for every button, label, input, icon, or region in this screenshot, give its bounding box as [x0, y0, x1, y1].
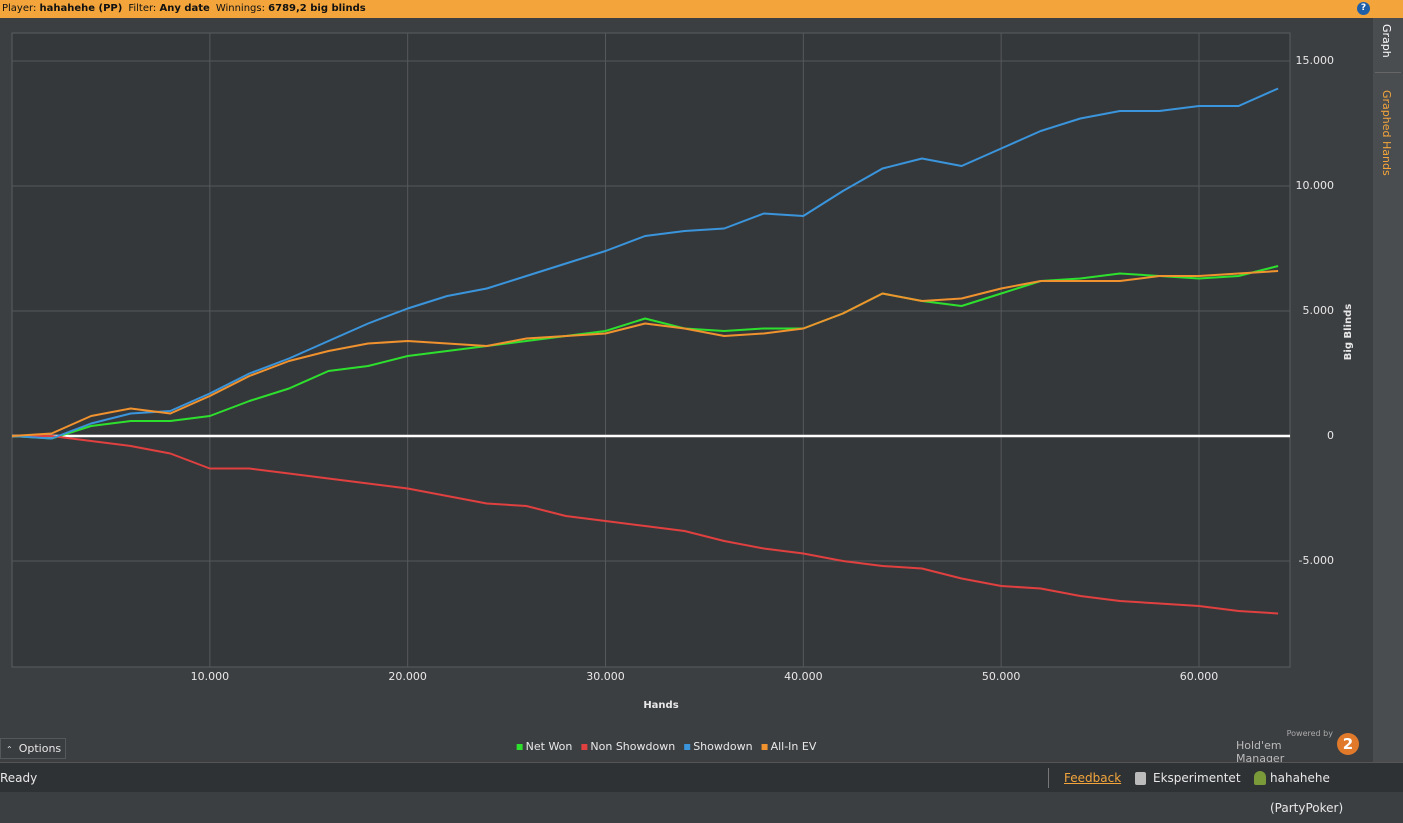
series-line	[11, 265, 1279, 440]
status-bar: Ready Feedback Eksperimentet hahahehe (P…	[0, 762, 1403, 815]
help-button[interactable]: ?	[1357, 2, 1370, 15]
y-axis-title: Big Blinds	[1343, 304, 1354, 360]
x-tick-label: 60.000	[1180, 670, 1219, 683]
legend-swatch	[684, 744, 691, 750]
label: Filter:	[128, 3, 157, 14]
feedback-link[interactable]: Feedback	[1064, 771, 1122, 785]
label: Winnings:	[215, 3, 265, 14]
filter: Any date	[159, 3, 210, 14]
x-tick-label: 20.000	[388, 670, 427, 683]
y-tick-label: 15.000	[1296, 54, 1335, 67]
legend-label: All-In EV	[771, 740, 817, 753]
series-line	[11, 270, 1279, 437]
label: Player:	[2, 3, 37, 14]
chart: 10.000 20.000 30.000 40.000 50.000 60.000 -5.0…	[11, 32, 1354, 753]
y-tick-label: 5.000	[1303, 304, 1335, 317]
legend-label: Non Showdown	[590, 740, 675, 753]
caret: ⌃	[6, 745, 13, 754]
separator	[1375, 72, 1401, 73]
branding: Powered by Hold'em Manager 2	[1236, 729, 1361, 765]
plot-area	[11, 32, 1291, 668]
legend: Net Won Non Showdown Showdown All-In EV	[516, 740, 817, 753]
legend-swatch	[516, 744, 523, 750]
filter-bar: Player: hahahehe (PP) Filter: Any date Win…	[0, 0, 1403, 18]
options-button[interactable]: ⌃ Options	[0, 738, 66, 759]
database-icon	[1135, 772, 1146, 785]
label: Options	[18, 742, 62, 755]
series-line	[11, 87, 1279, 440]
x-axis-title: Hands	[643, 700, 678, 711]
y-tick-label: 10.000	[1296, 179, 1335, 192]
legend-swatch	[581, 744, 588, 750]
x-tick-label: 30.000	[586, 670, 625, 683]
winnings: 6789,2 big blinds	[268, 3, 366, 14]
sidebar: Graph Graphed Hands	[1373, 18, 1403, 762]
x-tick-label: 10.000	[191, 670, 230, 683]
user-icon	[1254, 771, 1266, 785]
database[interactable]: Eksperimentet	[1153, 771, 1241, 785]
player: hahahehe (PP)	[39, 3, 123, 14]
powered-by: Powered by	[1286, 729, 1333, 738]
y-tick-label: -5.000	[1299, 554, 1334, 567]
logo: 2	[1337, 733, 1359, 755]
legend-label: Showdown	[693, 740, 752, 753]
legend-label: Net Won	[526, 740, 573, 753]
status: Ready	[0, 771, 38, 785]
legend-swatch	[761, 744, 768, 750]
y-tick-label: 0	[1327, 429, 1334, 442]
x-tick-label: 40.000	[784, 670, 823, 683]
separator	[1048, 768, 1049, 788]
tab[interactable]: Graphed Hands	[1380, 90, 1393, 176]
series-line	[12, 435, 1279, 615]
product: Hold'em Manager	[1236, 739, 1285, 765]
x-tick-label: 50.000	[982, 670, 1021, 683]
user[interactable]: hahahehe (PartyPoker)	[1270, 771, 1344, 815]
tab[interactable]: Graph	[1380, 24, 1393, 58]
